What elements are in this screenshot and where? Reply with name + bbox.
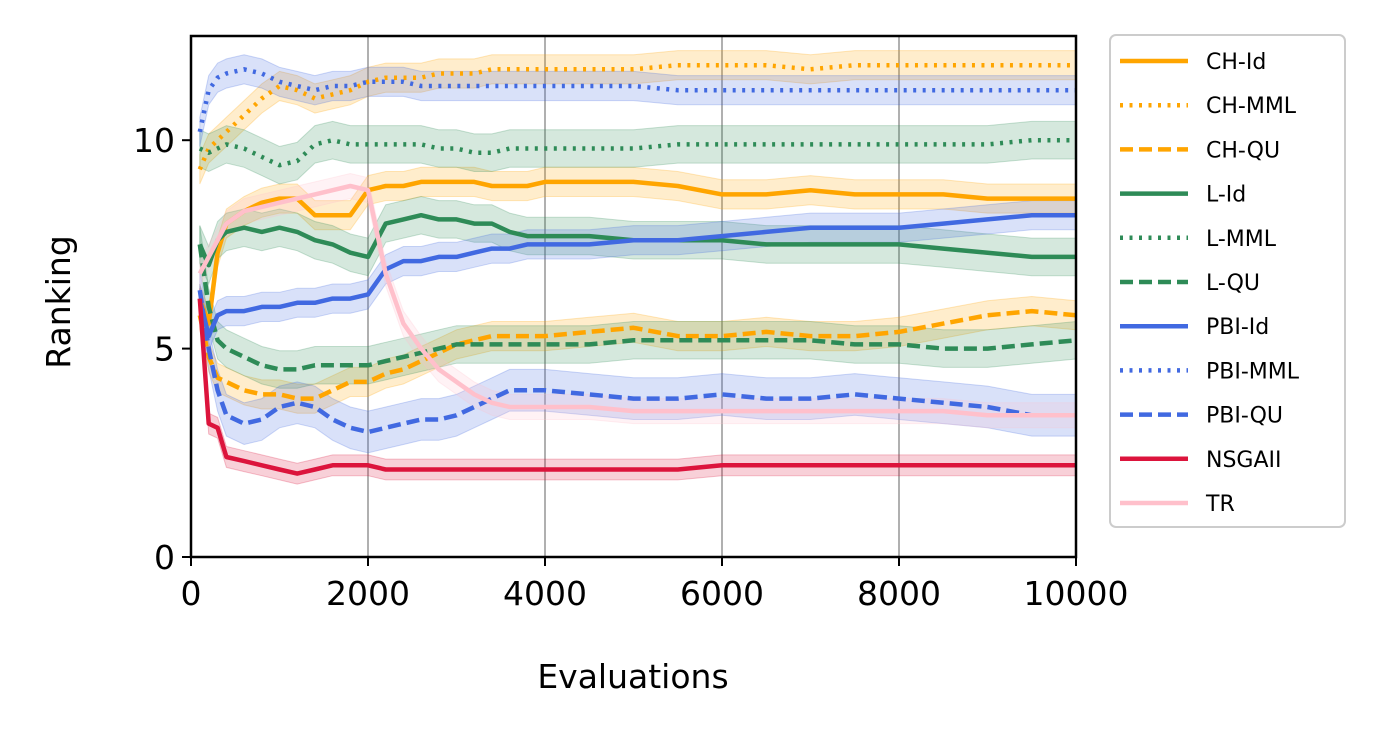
legend-label: PBI-MML: [1206, 359, 1300, 384]
y-axis-label: Ranking: [39, 235, 78, 368]
plot-frame: [189, 34, 1078, 559]
legend-label: L-QU: [1206, 271, 1260, 296]
x-tick-label: 4000: [503, 574, 587, 613]
legend-entry: L-QU: [1120, 271, 1260, 296]
x-axis-label: Evaluations: [537, 657, 728, 696]
legend-label: TR: [1205, 492, 1235, 517]
series-line-l-mml: [198, 137, 1076, 168]
x-tick-label: 8000: [857, 574, 941, 613]
series-line-pbi-id: [197, 212, 1076, 339]
legend-entry: NSGAII: [1120, 448, 1282, 473]
legend-label: CH-QU: [1206, 138, 1280, 163]
series-line-nsgaii: [197, 298, 1076, 476]
x-tick-label: 2000: [326, 574, 410, 613]
x-tick-label: 6000: [680, 574, 764, 613]
legend-entry: L-Id: [1120, 183, 1246, 208]
legend-label: L-MML: [1206, 227, 1277, 252]
legend-label: CH-Id: [1206, 50, 1266, 75]
legend-label: PBI-QU: [1206, 404, 1283, 429]
legend-label: NSGAII: [1206, 448, 1282, 473]
x-tick-label: 10000: [1024, 574, 1129, 613]
legend-entry: CH-MML: [1120, 94, 1297, 119]
legend-entry: L-MML: [1120, 227, 1277, 252]
legend: CH-Id CH-MML CH-QU L-Id L-MML L-QU PBI-Id PBI-M…: [1109, 34, 1346, 528]
series-line-ch-mml: [197, 62, 1076, 171]
series-line-pbi-qu: [197, 289, 1076, 435]
series-line-ch-qu: [197, 308, 1077, 401]
y-tick-label: 5: [154, 330, 175, 369]
legend-label: PBI-Id: [1206, 315, 1269, 340]
grid-layer: [367, 36, 900, 557]
series-line-l-qu: [197, 244, 1077, 372]
series-line-layer: [197, 62, 1077, 476]
legend-label: CH-MML: [1206, 94, 1297, 119]
legend-entry: PBI-QU: [1120, 404, 1283, 429]
legend-entry: PBI-Id: [1120, 315, 1269, 340]
series-line-tr: [197, 183, 1076, 418]
legend-label: L-Id: [1206, 183, 1246, 208]
legend-entry: CH-QU: [1120, 138, 1280, 163]
y-tick-label: 0: [154, 538, 175, 577]
series-line-ch-id: [197, 179, 1076, 326]
legend-entry: TR: [1120, 492, 1235, 517]
legend-box: [1109, 34, 1346, 528]
x-tick-label: 0: [181, 574, 202, 613]
tick-layer: 0 2000 4000 6000 8000 10000 0 5 10: [133, 121, 1128, 613]
y-tick-label: 10: [133, 121, 175, 160]
series-line-l-id: [197, 212, 1076, 268]
legend-entry: CH-Id: [1120, 50, 1266, 75]
legend-entry: PBI-MML: [1120, 359, 1300, 384]
